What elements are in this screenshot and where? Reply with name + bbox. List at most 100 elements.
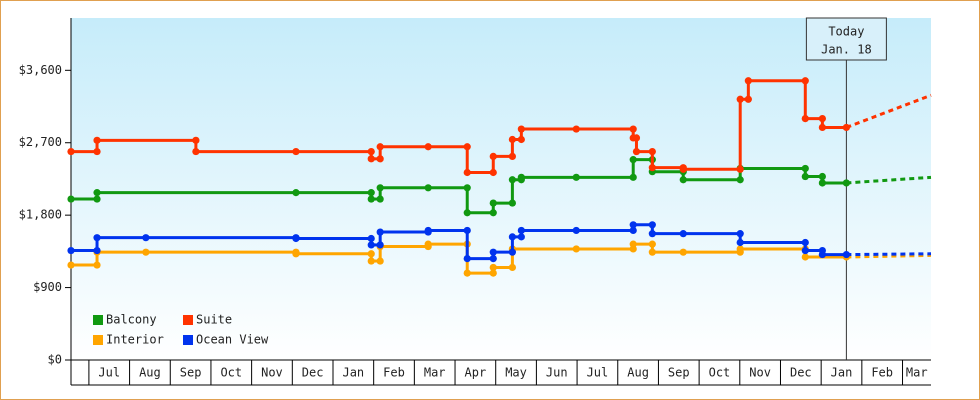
step-corner — [489, 255, 497, 263]
x-tick-label: Sep — [668, 366, 690, 380]
step-corner — [93, 246, 101, 255]
price-point — [367, 155, 375, 163]
series — [67, 156, 932, 217]
price-point — [424, 184, 432, 192]
legend-label: Balcony — [106, 313, 157, 327]
step-corner — [736, 248, 744, 256]
price-point — [489, 199, 497, 207]
plot-area — [71, 18, 931, 360]
price-point — [142, 248, 150, 256]
x-tick-label: Apr — [465, 366, 487, 380]
price-point — [648, 230, 656, 238]
forecast-line — [845, 93, 932, 129]
step-corner — [517, 233, 525, 241]
step-corner — [648, 240, 656, 248]
price-point — [679, 176, 687, 184]
price-point — [508, 135, 516, 144]
legend-swatch — [93, 335, 103, 345]
step-corner — [632, 134, 641, 142]
step-corner — [489, 209, 497, 217]
price-point — [818, 123, 826, 132]
step-corner — [818, 172, 826, 181]
x-tick-label: Oct — [709, 366, 731, 380]
price-point — [744, 77, 752, 85]
y-tick-label: $1,800 — [19, 208, 62, 222]
step-corner — [679, 164, 687, 172]
price-point — [489, 248, 497, 256]
step-corner — [801, 164, 809, 173]
price-point — [508, 176, 516, 184]
price-point — [463, 269, 471, 277]
step-corner — [192, 136, 200, 144]
x-tick-label: Dec — [302, 366, 324, 380]
today-label: Jan. 18 — [821, 43, 872, 57]
step-corner — [629, 125, 637, 133]
price-point — [489, 263, 497, 272]
price-point — [572, 173, 580, 181]
step-corner — [736, 230, 744, 238]
price-point — [93, 136, 101, 144]
price-point — [736, 238, 744, 247]
step-corner — [93, 261, 101, 269]
price-point — [292, 147, 300, 156]
step-corner — [818, 114, 826, 123]
price-point — [801, 253, 809, 261]
step-corner — [424, 242, 432, 251]
layer: $0 $900 $1,800 $2,700 $3,600 Jul Aug Sep Oct Nov D… — [19, 17, 932, 385]
price-point — [463, 168, 471, 177]
step-corner — [376, 195, 384, 203]
step-corner — [367, 234, 375, 243]
step-corner — [292, 248, 300, 256]
price-point — [842, 123, 850, 132]
step-corner — [376, 155, 384, 163]
step-corner — [517, 176, 525, 184]
price-point — [572, 125, 580, 133]
price-point — [292, 189, 300, 197]
price-point — [142, 234, 150, 242]
legend-label: Ocean View — [196, 333, 269, 347]
x-tick-label: Aug — [139, 366, 161, 380]
y-tick-label: $900 — [33, 280, 62, 294]
x-tick-label: Jan — [831, 366, 853, 380]
price-point — [67, 147, 75, 156]
step-corner — [801, 77, 809, 85]
step-corner — [367, 147, 375, 156]
x-tick-label: May — [505, 366, 527, 380]
price-point — [648, 248, 656, 256]
price-point — [192, 147, 200, 156]
step-corner — [367, 189, 375, 197]
legend-swatch — [183, 315, 193, 325]
x-tick-label: Nov — [261, 366, 283, 380]
y-tick-label: $0 — [48, 353, 62, 367]
x-tick-label: Jul — [98, 366, 120, 380]
today-box — [805, 17, 887, 61]
step-corner — [376, 241, 384, 249]
x-tick-label: Oct — [220, 366, 242, 380]
price-point — [517, 125, 525, 133]
price-point — [842, 179, 850, 187]
x-tick-label: Feb — [383, 366, 405, 380]
price-point — [424, 143, 432, 151]
step-corner — [648, 147, 656, 156]
x-tick-label: Sep — [180, 366, 202, 380]
series — [67, 77, 932, 177]
x-tick-label: Jul — [587, 366, 609, 380]
price-point — [67, 195, 75, 203]
y-tick-label: $3,600 — [19, 63, 62, 77]
step-corner — [463, 143, 471, 151]
price-point — [67, 261, 75, 269]
series — [67, 221, 932, 263]
legend-swatch — [93, 315, 103, 325]
x-tick-label: Dec — [790, 366, 812, 380]
x-tick-label: Jun — [546, 366, 568, 380]
price-point — [67, 246, 75, 255]
step-corner — [508, 248, 516, 256]
step-corner — [424, 228, 432, 236]
series — [67, 240, 932, 277]
step-corner — [736, 176, 744, 184]
step-corner — [376, 257, 384, 265]
price-point — [679, 230, 687, 238]
price-point — [376, 143, 384, 151]
step-corner — [489, 168, 497, 177]
